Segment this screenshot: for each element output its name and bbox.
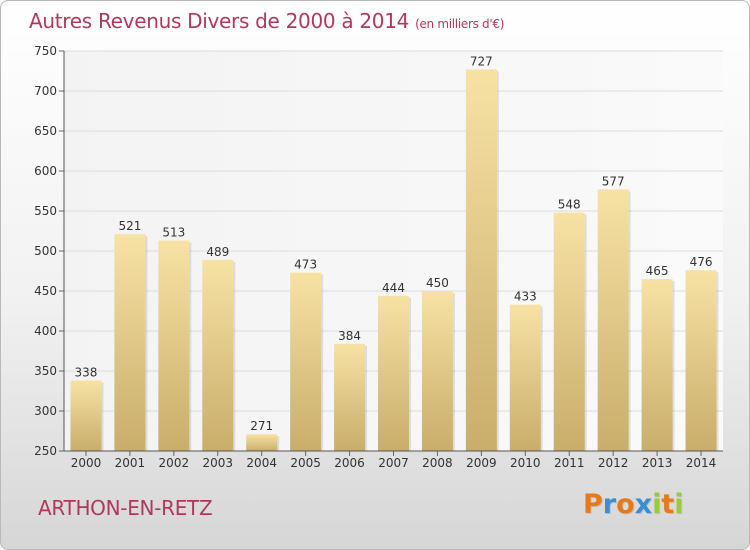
y-tick-label: 350 xyxy=(34,364,57,378)
bar-value-label: 513 xyxy=(162,226,185,240)
place-name: ARTHON-EN-RETZ xyxy=(38,496,213,520)
bar xyxy=(509,304,541,451)
chart-title-text: Autres Revenus Divers de 2000 à 2014 xyxy=(29,9,410,33)
bar-value-label: 338 xyxy=(75,366,98,380)
bar xyxy=(553,212,585,451)
x-tick-label: 2014 xyxy=(686,456,717,470)
bar-value-label: 450 xyxy=(426,276,449,290)
bar-value-label: 271 xyxy=(250,419,273,433)
x-tick-label: 2009 xyxy=(466,456,497,470)
y-tick-label: 750 xyxy=(34,44,57,58)
bar xyxy=(290,272,322,451)
bar xyxy=(378,295,409,451)
y-tick-label: 400 xyxy=(34,324,57,338)
y-tick-label: 250 xyxy=(34,444,57,458)
bar xyxy=(641,279,673,451)
bar xyxy=(421,291,453,451)
chart-title: Autres Revenus Divers de 2000 à 2014 (en … xyxy=(29,9,504,33)
x-tick-label: 2007 xyxy=(378,456,409,470)
logo-letter: r xyxy=(602,489,617,520)
logo-letter: i xyxy=(674,489,684,520)
bar xyxy=(334,343,366,451)
y-tick-label: 300 xyxy=(34,404,57,418)
x-tick-label: 2012 xyxy=(598,456,629,470)
y-tick-label: 700 xyxy=(34,84,57,98)
bar xyxy=(202,259,234,451)
y-tick-label: 550 xyxy=(34,204,57,218)
x-tick-label: 2005 xyxy=(290,456,321,470)
y-tick-label: 450 xyxy=(34,284,57,298)
bar xyxy=(465,69,497,452)
chart-unit: (en milliers d'€) xyxy=(415,17,505,31)
bar-value-label: 384 xyxy=(338,329,361,343)
bar xyxy=(158,240,190,451)
bar xyxy=(246,434,278,451)
logo-letter: o xyxy=(616,489,635,520)
logo-letter: x xyxy=(634,489,653,520)
logo-letter: P xyxy=(583,489,603,520)
x-tick-label: 2004 xyxy=(246,456,277,470)
proxiti-logo: Proxiti xyxy=(583,489,684,520)
x-tick-label: 2002 xyxy=(159,456,190,470)
x-tick-label: 2011 xyxy=(554,456,585,470)
x-tick-label: 2006 xyxy=(334,456,365,470)
bar xyxy=(685,270,717,451)
bar-value-label: 433 xyxy=(514,290,537,304)
bar xyxy=(114,234,146,451)
y-tick-label: 500 xyxy=(34,244,57,258)
bar xyxy=(70,380,102,451)
bar-value-label: 521 xyxy=(118,219,141,233)
logo-letter: i xyxy=(652,489,662,520)
bar-value-label: 577 xyxy=(602,174,625,188)
x-tick-label: 2010 xyxy=(510,456,541,470)
x-tick-label: 2008 xyxy=(422,456,453,470)
bar-value-label: 476 xyxy=(690,255,713,269)
x-tick-label: 2013 xyxy=(642,456,673,470)
y-tick-label: 650 xyxy=(34,124,57,138)
logo-letter: t xyxy=(661,489,675,520)
bar-value-label: 548 xyxy=(558,198,581,212)
x-tick-label: 2001 xyxy=(115,456,146,470)
bar-value-label: 727 xyxy=(470,54,493,68)
y-tick-label: 600 xyxy=(34,164,57,178)
bar xyxy=(597,189,629,451)
bar-value-label: 444 xyxy=(382,281,405,295)
bar-value-label: 473 xyxy=(294,258,317,272)
bar-value-label: 465 xyxy=(646,264,669,278)
x-tick-label: 2000 xyxy=(71,456,102,470)
bar-value-label: 489 xyxy=(206,245,229,259)
x-tick-label: 2003 xyxy=(202,456,233,470)
